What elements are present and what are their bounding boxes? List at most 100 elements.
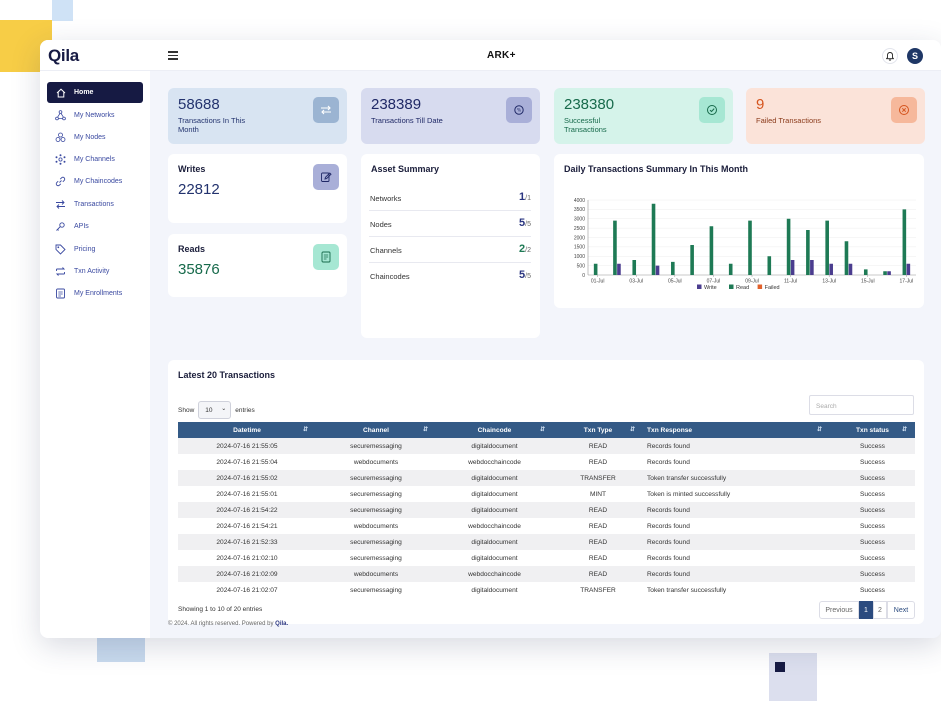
table-cell: digitaldocument	[471, 490, 518, 498]
sidebar-item-home[interactable]: Home	[47, 82, 143, 103]
x-tick-label: 03-Jul	[629, 279, 643, 285]
table-cell: Records found	[643, 438, 830, 454]
table-row: 2024-07-16 21:02:07 securemessaging digita…	[178, 582, 915, 598]
asset-value: 5	[519, 217, 526, 229]
asset-count: 2/2	[519, 243, 531, 255]
bar-read	[883, 271, 887, 275]
page-button-2[interactable]: 2	[873, 601, 887, 619]
table-cell: Records found	[647, 458, 690, 466]
table-cell: Records found	[647, 554, 690, 562]
sidebar-item-apis[interactable]: APIs	[47, 216, 143, 237]
transactions-card: Latest 20 Transactions Show 10 ⌄ entries…	[168, 360, 924, 624]
bar-write	[655, 265, 660, 275]
table-cell: securemessaging	[316, 438, 436, 454]
transfer-icon	[55, 199, 66, 210]
sidebar-item-txn-activity[interactable]: Txn Activity	[47, 261, 143, 282]
column-header[interactable]: Txn Type ⇵	[553, 422, 643, 438]
next-button[interactable]: Next	[887, 601, 915, 619]
table-cell: Records found	[643, 534, 830, 550]
chaincode-icon	[55, 176, 66, 187]
menu-toggle-icon[interactable]	[168, 51, 178, 60]
sidebar-item-transactions[interactable]: Transactions	[47, 194, 143, 215]
bar-read	[651, 203, 656, 275]
x-tick-label: 13-Jul	[822, 279, 836, 285]
table-row: 2024-07-16 21:02:09 webdocuments webdoccha…	[178, 566, 915, 582]
sidebar-item-pricing[interactable]: Pricing	[47, 239, 143, 260]
tag-icon	[55, 244, 66, 255]
column-header[interactable]: Datetime ⇵	[178, 422, 316, 438]
stat-value: 238389	[371, 96, 422, 113]
bar-write	[810, 260, 814, 275]
table-cell: Success	[860, 554, 885, 562]
daily-chart-card: Daily Transactions Summary In This Month…	[554, 154, 924, 308]
y-tick-label: 1000	[574, 254, 585, 260]
asset-name: Nodes	[370, 220, 392, 229]
page-size-select[interactable]: 10 ⌄	[198, 401, 232, 419]
api-icon	[55, 221, 66, 232]
show-label: Show	[178, 406, 195, 414]
table-cell: digitaldocument	[436, 470, 553, 486]
sidebar-item-channels[interactable]: My Channels	[47, 149, 143, 170]
reads-title: Reads	[178, 244, 206, 254]
bar-read	[806, 230, 810, 275]
bar-write	[790, 260, 795, 275]
table-cell: Token transfer successfully	[643, 470, 830, 486]
column-header[interactable]: Channel ⇵	[316, 422, 436, 438]
sort-icon: ⇵	[302, 427, 308, 433]
sidebar-item-label: My Nodes	[74, 134, 106, 141]
table-cell: Success	[830, 566, 915, 582]
sidebar: Home My Networks My Nodes My Channels My…	[40, 71, 150, 638]
asset-total: /2	[525, 247, 531, 254]
column-header[interactable]: Txn Response ⇵	[643, 422, 830, 438]
chart-title: Daily Transactions Summary In This Month	[564, 164, 749, 174]
decor-square-navy	[775, 662, 785, 672]
legend-label: Read	[736, 285, 749, 291]
table-cell: 2024-07-16 21:54:22	[178, 502, 316, 518]
stat-label: Failed Transactions	[756, 116, 822, 125]
edit-icon	[313, 164, 339, 190]
asset-value: 5	[519, 269, 526, 281]
stat-card-month: 58688 Transactions In This Month	[168, 88, 347, 144]
table-cell: 2024-07-16 21:02:09	[178, 566, 316, 582]
asset-count: 5/5	[519, 269, 531, 281]
column-label: Channel	[362, 426, 389, 434]
sidebar-item-enrollments[interactable]: My Enrollments	[47, 283, 143, 304]
table-cell: 2024-07-16 21:55:01	[216, 490, 278, 498]
sidebar-item-chaincodes[interactable]: My Chaincodes	[47, 171, 143, 192]
x-circle-icon	[891, 97, 917, 123]
app-window: Qila ARK+ S Home My Networks My Nodes My…	[40, 40, 941, 638]
table-cell: TRANSFER	[580, 586, 616, 594]
coin-icon: %	[506, 97, 532, 123]
table-cell: securemessaging	[316, 470, 436, 486]
x-tick-label: 09-Jul	[745, 279, 759, 285]
asset-summary-panel: Asset Summary Networks 1/1 Nodes 5/5 Cha…	[361, 154, 540, 298]
table-cell: Success	[830, 470, 915, 486]
table-row: 2024-07-16 21:02:10 securemessaging digita…	[178, 550, 915, 566]
x-tick-label: 01-Jul	[591, 279, 605, 285]
column-header[interactable]: Chaincode ⇵	[436, 422, 553, 438]
bar-read	[748, 220, 752, 275]
user-avatar[interactable]: S	[907, 48, 923, 64]
previous-button[interactable]: Previous	[819, 601, 859, 619]
brand-logo[interactable]: Qila	[48, 46, 79, 65]
check-circle-icon	[699, 97, 725, 123]
page-button-1[interactable]: 1	[859, 601, 873, 619]
notification-bell-icon[interactable]	[882, 48, 898, 64]
reads-card: Reads 35876	[168, 234, 347, 297]
column-header[interactable]: Txn status ⇵	[830, 422, 915, 438]
asset-total: /5	[525, 273, 531, 280]
decor-square-light-blue	[52, 0, 73, 21]
table-cell: Success	[860, 522, 885, 530]
table-cell: Success	[860, 586, 885, 594]
table-cell: securemessaging	[350, 554, 402, 562]
sort-icon: ⇵	[901, 427, 907, 433]
sidebar-item-label: Transactions	[74, 201, 114, 208]
sidebar-item-networks[interactable]: My Networks	[47, 105, 143, 126]
table-cell: webdocchaincode	[468, 522, 521, 530]
search-input[interactable]: Search	[809, 395, 914, 415]
sidebar-item-nodes[interactable]: My Nodes	[47, 127, 143, 148]
sidebar-item-label: Home	[74, 89, 94, 96]
transfer-icon	[313, 97, 339, 123]
table-info: Showing 1 to 10 of 20 entries	[178, 606, 263, 613]
stat-card-total: 238389 Transactions Till Date %	[361, 88, 540, 144]
